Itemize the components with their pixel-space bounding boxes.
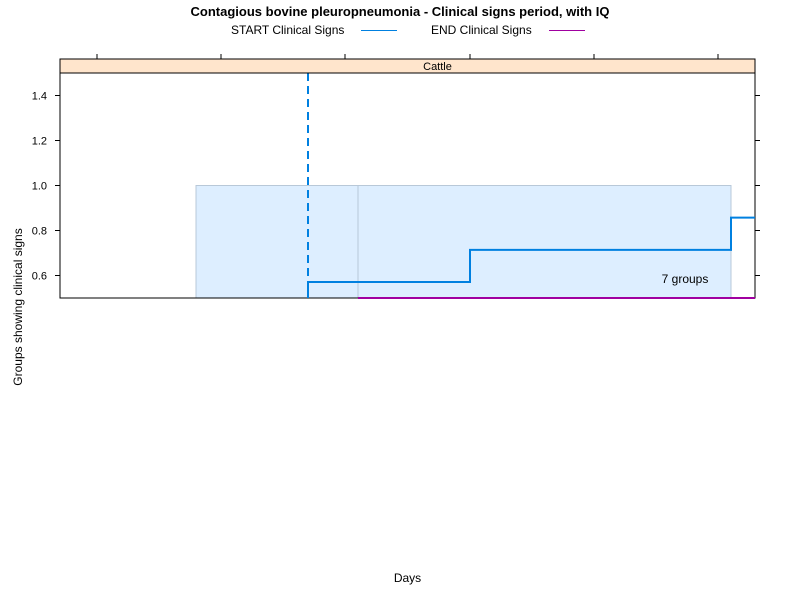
- y-tick-label: 1.0: [32, 181, 47, 193]
- y-tick-label: 1.4: [32, 91, 47, 103]
- series-lines: [307, 73, 755, 299]
- legend-label-end: END Clinical Signs: [431, 23, 532, 37]
- chart-title: Contagious bovine pleuropneumonia - Clin…: [190, 4, 610, 19]
- interquartile-regions: [195, 185, 732, 299]
- iq-region-end: [357, 185, 732, 299]
- legend-swatch-start: [361, 30, 397, 31]
- y-tick-label: 0.8: [32, 226, 47, 238]
- group-count-annotation: 7 groups: [662, 272, 709, 286]
- legend-swatch-end: [549, 30, 585, 31]
- panel-strip: Cattle: [59, 58, 756, 74]
- series-start-step-line: [307, 216, 755, 298]
- y-tick-label: 0.6: [32, 271, 47, 283]
- y-tick-label: 1.2: [32, 136, 47, 148]
- y-axis-label: Groups showing clinical signs: [11, 228, 25, 386]
- panel-strip-background: [59, 58, 756, 74]
- x-axis-label: Days: [393, 571, 422, 585]
- iq-region-start: [195, 185, 359, 299]
- panel-strip-label: Cattle: [423, 61, 452, 73]
- legend-label-start: START Clinical Signs: [231, 23, 345, 37]
